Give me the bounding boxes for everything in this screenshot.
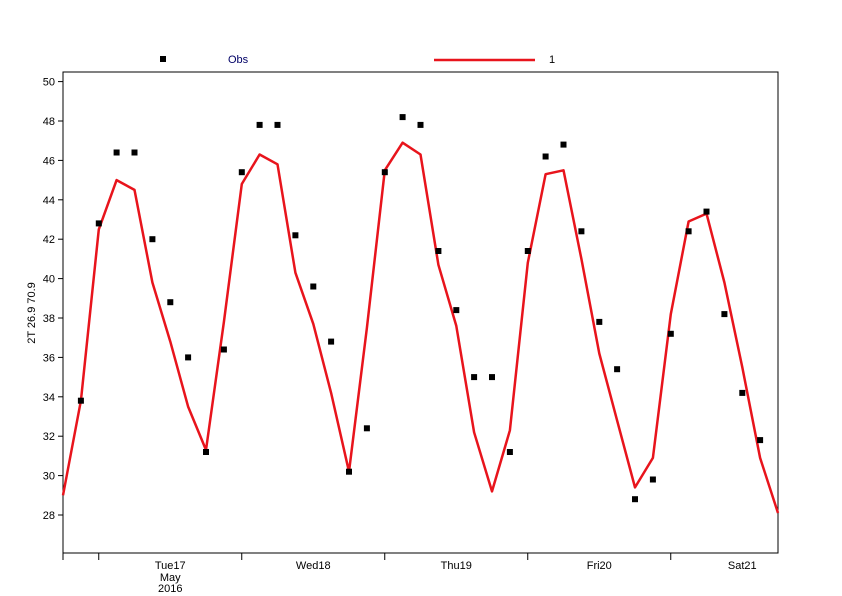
obs-point	[757, 437, 764, 444]
obs-point	[721, 311, 728, 318]
legend-obs-marker	[160, 56, 166, 62]
obs-point	[614, 366, 621, 373]
y-tick-label: 42	[43, 234, 55, 246]
y-tick-label: 40	[43, 274, 55, 286]
obs-point	[77, 397, 84, 404]
x-tick-label: Sat21	[728, 560, 757, 572]
x-tick-sublabel: 2016	[158, 583, 182, 595]
obs-point	[506, 449, 513, 455]
obs-point	[95, 220, 102, 227]
y-tick-label: 44	[43, 195, 55, 207]
y-tick-label: 36	[43, 352, 55, 364]
obs-point	[632, 496, 638, 503]
obs-point	[292, 232, 299, 239]
x-tick-label: Thu19	[441, 560, 472, 572]
obs-point	[256, 121, 263, 128]
obs-point	[417, 121, 424, 128]
obs-point	[274, 121, 281, 128]
y-tick-label: 46	[43, 155, 55, 167]
x-tick-sublabel: May	[160, 572, 181, 584]
legend: Obs 1	[160, 54, 555, 66]
obs-point	[649, 476, 656, 483]
obs-point	[131, 149, 138, 156]
series-obs	[77, 114, 764, 503]
obs-point	[381, 169, 388, 176]
obs-point	[220, 346, 227, 353]
y-axis-title: 2T 26.9 70.9	[26, 282, 38, 344]
obs-point	[203, 449, 209, 455]
obs-point	[667, 330, 674, 337]
y-tick-label: 48	[43, 116, 55, 128]
x-tick-label: Tue17	[155, 560, 186, 572]
y-tick-label: 50	[43, 77, 55, 89]
obs-point	[524, 248, 531, 254]
forecast-line	[61, 141, 780, 514]
y-tick-label: 32	[43, 431, 55, 443]
y-tick-label: 28	[43, 510, 55, 522]
obs-point	[363, 425, 370, 432]
x-tick-label: Fri20	[587, 560, 612, 572]
legend-obs-label: Obs	[228, 54, 249, 66]
plot-frame	[62, 71, 779, 554]
y-tick-label: 38	[43, 313, 55, 325]
obs-point	[113, 149, 120, 156]
obs-point	[471, 374, 478, 381]
obs-point	[399, 114, 406, 121]
obs-point	[685, 228, 692, 235]
obs-point	[739, 389, 746, 396]
obs-point	[435, 248, 442, 254]
obs-point	[149, 236, 156, 243]
obs-point	[703, 208, 710, 215]
y-tick-label: 30	[43, 471, 55, 483]
obs-point	[238, 169, 245, 176]
obs-point	[560, 141, 567, 148]
obs-point	[346, 468, 352, 475]
obs-point	[328, 338, 335, 345]
legend-forecast-label: 1	[549, 54, 555, 66]
obs-point	[453, 307, 460, 314]
obs-point	[542, 153, 549, 160]
y-tick-label: 34	[43, 392, 55, 404]
obs-point	[185, 354, 192, 361]
x-tick-label: Wed18	[296, 560, 331, 572]
y-axis: 28 30 32 34 36 38 40 42 44 46 48 50	[43, 77, 63, 522]
series-forecast	[61, 141, 780, 514]
obs-point	[310, 283, 317, 290]
obs-point	[578, 228, 585, 235]
obs-point	[167, 299, 174, 306]
obs-point	[596, 318, 603, 325]
obs-point	[489, 374, 495, 381]
